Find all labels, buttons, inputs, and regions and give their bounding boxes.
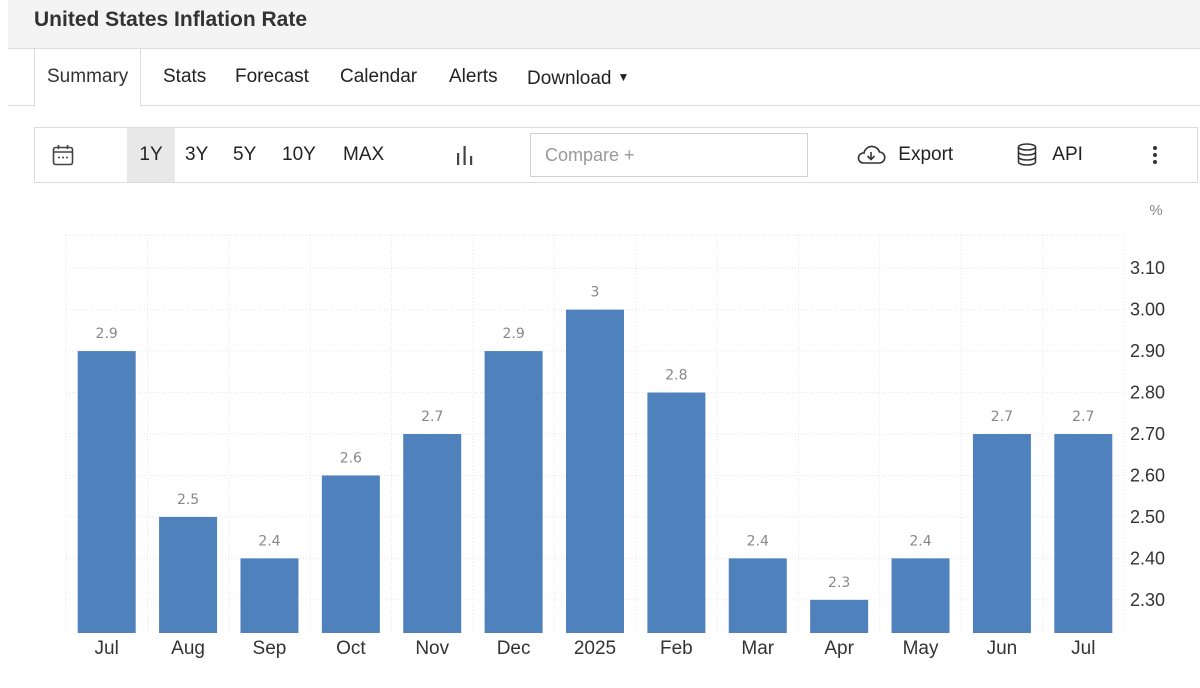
bar-4[interactable] <box>403 434 462 633</box>
bar-12[interactable] <box>1054 434 1113 633</box>
chart-x-axis: Jul Aug Sep Oct Nov Dec 2025 Feb Mar Apr May Jun Jul <box>95 638 1096 659</box>
tab-forecast[interactable]: Forecast <box>235 66 309 87</box>
x-tick-label: Apr <box>824 638 854 659</box>
data-label: 2.9 <box>96 326 118 342</box>
y-tick-label: 3.10 <box>1130 258 1165 278</box>
page-title: United States Inflation Rate <box>34 8 308 31</box>
tab-download[interactable]: Download ▼ <box>527 49 629 105</box>
data-label: 2.9 <box>502 326 524 342</box>
api-button[interactable]: API <box>1015 128 1083 182</box>
tab-alerts[interactable]: Alerts <box>449 66 498 87</box>
x-tick-label: Nov <box>415 638 449 659</box>
bar-7[interactable] <box>647 392 706 633</box>
bar-11[interactable] <box>972 434 1031 633</box>
x-tick-label: Oct <box>336 638 366 659</box>
caret-down-icon: ▼ <box>617 70 630 84</box>
bar-3[interactable] <box>321 475 380 633</box>
bar-5[interactable] <box>484 351 543 633</box>
x-tick-label: Dec <box>497 638 531 659</box>
x-tick-label: Jul <box>1071 638 1095 659</box>
x-tick-label: Mar <box>741 638 774 659</box>
kebab-menu-icon <box>1153 145 1157 164</box>
export-label: Export <box>898 144 954 165</box>
bar-6[interactable] <box>566 309 624 633</box>
bar-1[interactable] <box>159 516 218 633</box>
data-label: 2.8 <box>665 368 687 384</box>
bar-8[interactable] <box>728 558 787 633</box>
data-label: 2.5 <box>177 492 199 508</box>
y-tick-label: 2.30 <box>1130 590 1165 610</box>
calendar-icon <box>52 144 74 166</box>
data-label: 2.7 <box>421 409 443 425</box>
range-3y-button[interactable]: 3Y <box>185 144 209 165</box>
cloud-download-icon <box>857 145 886 164</box>
data-label: 2.7 <box>1072 409 1094 425</box>
more-options-button[interactable] <box>1143 128 1167 182</box>
data-label: 2.3 <box>828 575 850 591</box>
x-tick-label: 2025 <box>574 638 616 659</box>
tab-download-label: Download <box>527 68 612 89</box>
chart-bars <box>77 309 1113 633</box>
api-label: API <box>1052 144 1083 165</box>
range-10y-button[interactable]: 10Y <box>282 144 316 165</box>
database-icon <box>1017 143 1037 166</box>
bar-0[interactable] <box>77 351 136 633</box>
data-label: 2.4 <box>747 533 769 549</box>
export-button[interactable]: Export <box>855 128 953 182</box>
data-label: 2.4 <box>909 533 931 549</box>
chart-type-button[interactable] <box>455 128 477 182</box>
bar-9[interactable] <box>810 599 869 633</box>
y-tick-label: 2.60 <box>1130 465 1165 485</box>
y-axis-unit: % <box>1149 202 1162 219</box>
data-label: 3 <box>591 285 600 301</box>
y-tick-label: 2.40 <box>1130 548 1165 568</box>
chart-y-axis: 2.30 2.40 2.50 2.60 2.70 2.80 2.90 3.00 3.10 <box>1130 258 1165 610</box>
range-1y-button[interactable]: 1Y <box>127 128 175 182</box>
bar-2[interactable] <box>240 558 299 633</box>
tab-bar: Summary Stats Forecast Calendar Alerts D… <box>8 49 1200 107</box>
tab-stats[interactable]: Stats <box>163 66 207 87</box>
calendar-button[interactable] <box>51 128 75 182</box>
range-max-button[interactable]: MAX <box>343 144 385 165</box>
tab-calendar[interactable]: Calendar <box>340 66 418 87</box>
y-tick-label: 2.80 <box>1130 383 1165 403</box>
x-tick-label: Jun <box>987 638 1018 659</box>
y-tick-label: 2.50 <box>1130 507 1165 527</box>
bar-chart-icon <box>457 145 473 165</box>
y-tick-label: 2.70 <box>1130 424 1165 444</box>
chart-data-labels: 2.9 2.5 2.4 2.6 2.7 2.9 3 2.8 2.4 2.3 2.4 2.7 2.7 <box>96 285 1095 591</box>
inflation-bar-chart: % 2.92.52.42.62.72.932.82.42.32.42.7 2.7 … <box>65 202 1165 659</box>
chart-toolbar: 1Y 3Y 5Y 10Y MAX Export API <box>34 127 1198 183</box>
x-tick-label: Jul <box>95 638 119 659</box>
title-bar: United States Inflation Rate <box>8 0 1200 49</box>
x-tick-label: May <box>903 638 939 659</box>
compare-input[interactable] <box>530 133 808 177</box>
range-5y-button[interactable]: 5Y <box>233 144 257 165</box>
x-tick-label: Sep <box>253 638 287 659</box>
y-tick-label: 2.90 <box>1130 341 1165 361</box>
y-tick-label: 3.00 <box>1130 300 1165 320</box>
bar-10[interactable] <box>891 558 950 633</box>
data-label: 2.6 <box>340 450 362 466</box>
data-label: 2.7 <box>991 409 1013 425</box>
x-tick-label: Aug <box>171 638 205 659</box>
x-tick-label: Feb <box>660 638 693 659</box>
data-label: 2.4 <box>258 533 280 549</box>
tab-summary[interactable]: Summary <box>34 49 142 107</box>
